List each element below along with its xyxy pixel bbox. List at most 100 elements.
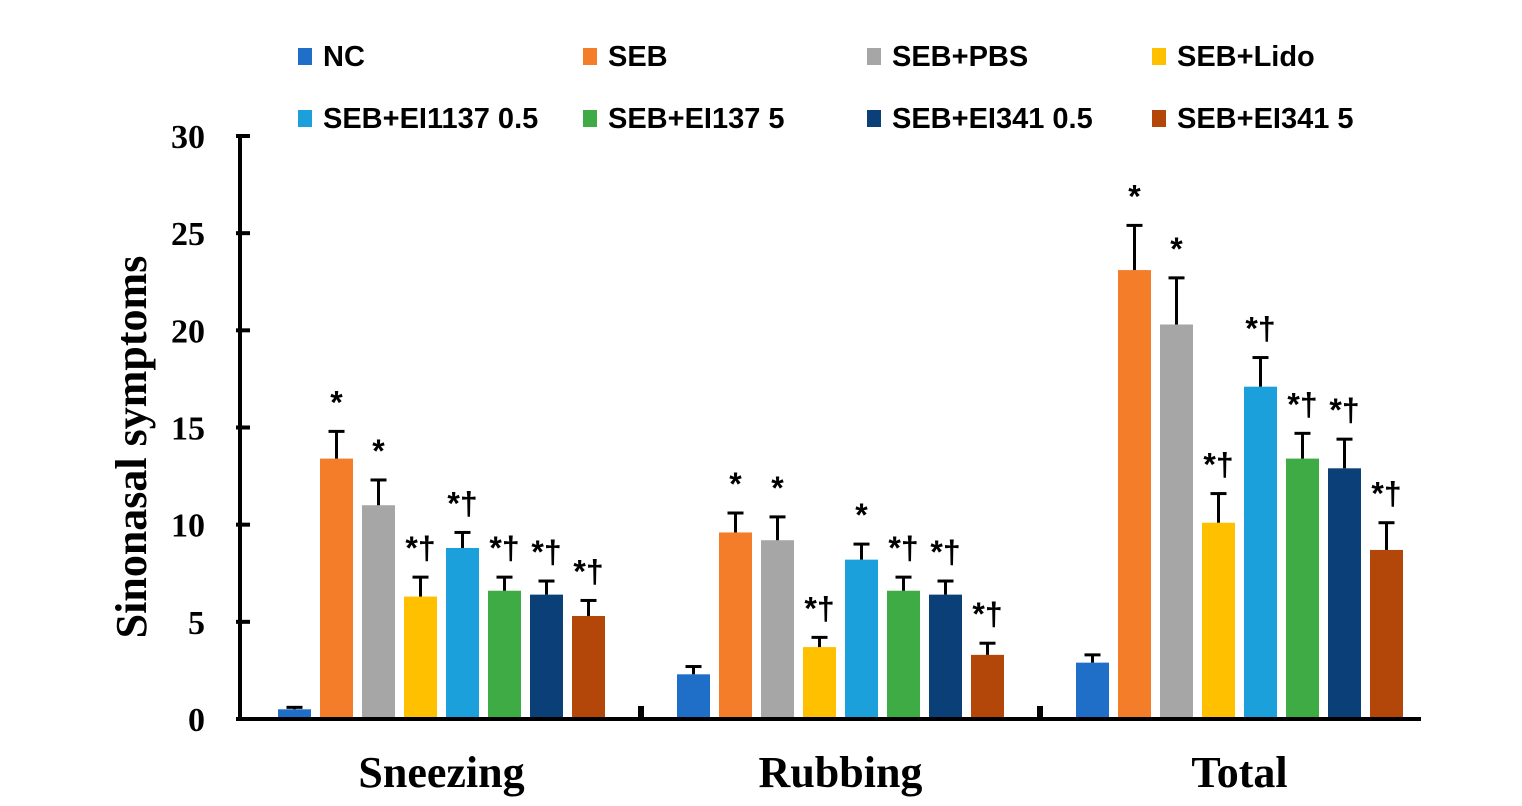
significance-label: *† [531, 534, 561, 570]
significance-label: * [855, 497, 868, 533]
error-bar [1084, 653, 1101, 663]
legend-item-seb-ei341-5: SEB+EI341 5 [1152, 103, 1354, 135]
bar-total-seb-ei1137-0-5 [1244, 386, 1277, 719]
bar-sneezing-seb-pbs [362, 505, 395, 719]
category-label-total: Total [1191, 748, 1287, 797]
bar-rubbing-seb-ei137-5 [887, 590, 920, 719]
error-bar [1336, 437, 1353, 469]
x-axis-ticks [638, 706, 1043, 720]
bar-rubbing-seb-pbs [761, 540, 794, 719]
bar-sneezing-seb-ei341-0-5 [530, 594, 563, 719]
error-bar [1168, 276, 1185, 325]
legend-label: SEB+PBS [892, 41, 1028, 73]
legend-item-seb-ei1137-0-5: SEB+EI1137 0.5 [298, 103, 538, 135]
significance-label: *† [1203, 447, 1233, 483]
error-bar [496, 575, 513, 591]
error-bar [580, 598, 597, 617]
bar-rubbing-seb [719, 532, 752, 719]
legend: NC SEB SEB+PBS SEB+Lido SEB+EI1137 0.5 S… [298, 41, 1354, 135]
bar-total-seb-lido [1202, 522, 1235, 719]
bar-sneezing-seb-ei137-5 [488, 590, 521, 719]
significance-label: * [771, 470, 784, 506]
legend-swatch-seb-pbs [867, 48, 881, 65]
legend-label: SEB [608, 41, 668, 73]
category-label-sneezing: Sneezing [358, 748, 524, 797]
error-bar [370, 478, 387, 506]
error-bar [328, 429, 345, 459]
plot-marks: * * *† *† *† *† *† * * *† * *† *† *† * * *† *† *† *† *† [278, 178, 1403, 719]
error-bar [538, 579, 555, 595]
bar-total-seb-pbs [1160, 324, 1193, 719]
legend-swatch-seb-ei1137-0-5 [298, 110, 312, 127]
legend-label: SEB+EI341 0.5 [892, 103, 1093, 135]
legend-swatch-seb-ei341-0-5 [867, 110, 881, 127]
legend-label: SEB+EI137 5 [608, 103, 785, 135]
y-tick-label: 20 [171, 313, 205, 350]
error-bar [727, 511, 744, 533]
category-label-rubbing: Rubbing [759, 748, 923, 797]
legend-swatch-seb-ei137-5 [583, 110, 597, 127]
significance-label: *† [1329, 392, 1359, 428]
bar-total-seb-ei137-5 [1286, 458, 1319, 719]
bar-sneezing-seb-ei341-5 [572, 616, 605, 719]
significance-label: *† [1371, 476, 1401, 512]
significance-label: * [372, 433, 385, 469]
significance-label: * [729, 466, 742, 502]
significance-label: *† [447, 485, 477, 521]
error-bar [454, 530, 471, 548]
bar-total-seb-ei341-0-5 [1328, 468, 1361, 719]
legend-label: SEB+EI341 5 [1177, 103, 1354, 135]
error-bar [1252, 356, 1269, 387]
significance-label: *† [405, 530, 435, 566]
bar-total-seb-ei341-5 [1370, 549, 1403, 719]
legend-item-seb-lido: SEB+Lido [1152, 41, 1315, 73]
error-bar [937, 579, 954, 595]
error-bar [1210, 492, 1227, 523]
legend-swatch-seb-ei341-5 [1152, 110, 1166, 127]
significance-label: *† [804, 590, 834, 626]
error-bar [1126, 223, 1143, 271]
y-tick-label: 15 [171, 411, 205, 448]
significance-label: *† [489, 530, 519, 566]
bar-rubbing-nc [677, 674, 710, 719]
bar-total-seb [1118, 270, 1151, 719]
legend-swatch-seb-lido [1152, 48, 1166, 65]
error-bar [769, 515, 786, 541]
y-tick-label: 5 [188, 605, 205, 642]
error-bar [685, 665, 702, 675]
bar-rubbing-seb-ei341-0-5 [929, 594, 962, 719]
legend-item-seb-ei341-0-5: SEB+EI341 0.5 [867, 103, 1093, 135]
bar-rubbing-seb-ei1137-0-5 [845, 559, 878, 719]
bar-rubbing-seb-ei341-5 [971, 654, 1004, 719]
bar-sneezing-nc [278, 709, 311, 719]
significance-label: * [330, 384, 343, 420]
error-bar [1294, 431, 1311, 459]
axes: 0 5 10 15 20 25 30 [171, 119, 1421, 739]
legend-item-seb-pbs: SEB+PBS [867, 41, 1028, 73]
significance-label: *† [972, 596, 1002, 632]
legend-label: SEB+EI1137 0.5 [323, 103, 538, 135]
x-axis-labels: Sneezing Rubbing Total [358, 748, 1287, 797]
legend-item-nc: NC [298, 41, 365, 73]
error-bar [412, 575, 429, 597]
legend-item-seb: SEB [583, 41, 668, 73]
error-bar [286, 705, 303, 710]
y-tick-label: 30 [171, 119, 205, 156]
legend-label: SEB+Lido [1177, 41, 1315, 73]
error-bar [811, 635, 828, 648]
legend-swatch-seb [583, 48, 597, 65]
legend-swatch-nc [298, 48, 312, 65]
significance-label: *† [573, 553, 603, 589]
error-bar [853, 542, 870, 560]
error-bar [1378, 521, 1395, 550]
bar-total-nc [1076, 662, 1109, 719]
significance-label: *† [1287, 386, 1317, 422]
y-tick-label: 0 [188, 702, 205, 739]
significance-label: *† [1245, 311, 1275, 347]
y-axis-ticks: 0 5 10 15 20 25 30 [171, 119, 250, 739]
y-tick-label: 25 [171, 216, 205, 253]
legend-label: NC [323, 41, 365, 73]
y-axis-title: Sinonasal symptoms [107, 256, 156, 639]
significance-label: * [1128, 178, 1141, 214]
